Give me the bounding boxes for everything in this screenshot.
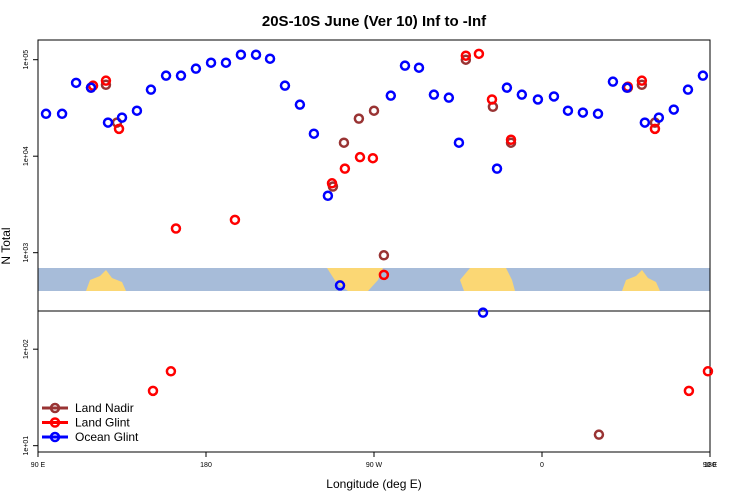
data-point (294, 99, 306, 110)
data-point (668, 104, 680, 115)
data-point (639, 117, 651, 128)
legend-marker (49, 431, 61, 443)
data-point (40, 108, 52, 120)
data-point (160, 70, 172, 81)
data-point (170, 223, 182, 234)
data-point (339, 163, 351, 174)
legend-marker (49, 402, 61, 414)
data-point (131, 105, 143, 116)
data-point (85, 82, 97, 93)
y-tick-label: 1e+05 (23, 50, 30, 70)
data-point (577, 107, 589, 118)
data-point (145, 84, 157, 95)
data-point (636, 79, 648, 91)
data-point (334, 280, 346, 291)
x-tick-label: 90 E (31, 462, 46, 469)
chart-title: 20S-10S June (Ver 10) Inf to -Inf (262, 13, 487, 30)
data-point (607, 76, 619, 87)
data-point (548, 91, 560, 102)
data-point (116, 112, 128, 123)
data-point (102, 117, 114, 128)
data-point (682, 84, 694, 95)
data-point (235, 49, 247, 60)
x-axis-label: Longitude (deg E) (326, 477, 421, 491)
data-point (367, 152, 379, 164)
data-point (279, 80, 291, 91)
x-tick-label: 0 (540, 462, 544, 469)
x-tick-label: 90 W (366, 462, 383, 469)
data-point (175, 70, 187, 81)
legend-label: Ocean Glint (75, 430, 139, 444)
data-point (443, 92, 455, 103)
data-point (220, 57, 232, 68)
land-australia-2 (622, 270, 660, 291)
data-point (385, 90, 397, 101)
data-point (532, 94, 544, 105)
data-point (368, 105, 380, 116)
data-point (308, 128, 320, 139)
y-tick-label: 1e+01 (23, 436, 30, 456)
data-point (460, 54, 472, 65)
y-tick-label: 1e+04 (23, 146, 30, 166)
data-point (205, 57, 217, 68)
x-tick-label: 180 (704, 462, 716, 469)
data-point (250, 49, 262, 60)
y-tick-label: 1e+03 (23, 243, 30, 263)
data-point (621, 82, 633, 93)
legend-label: Land Nadir (75, 401, 134, 415)
data-point (264, 53, 276, 64)
data-point (87, 80, 99, 91)
y-tick-label: 1e+02 (23, 339, 30, 359)
data-point (516, 89, 528, 100)
data-point (592, 108, 604, 120)
data-point (683, 385, 695, 397)
data-point (501, 82, 513, 93)
data-point (491, 163, 503, 174)
data-point (229, 214, 241, 226)
data-point (486, 94, 498, 105)
data-point (378, 250, 390, 261)
data-point (353, 113, 365, 124)
data-point (562, 105, 574, 116)
data-point (697, 70, 709, 81)
data-point (338, 137, 350, 148)
legend-label: Land Glint (75, 416, 130, 430)
data-point (113, 123, 125, 135)
map-strip (38, 268, 710, 291)
data-point (147, 385, 159, 397)
data-point (649, 123, 661, 135)
data-point (593, 429, 605, 440)
data-point (56, 108, 68, 120)
data-point (322, 190, 334, 202)
land-australia (86, 270, 126, 291)
data-point (354, 151, 366, 163)
x-tick-label: 180 (200, 462, 212, 469)
data-point (653, 112, 665, 123)
data-point (702, 366, 714, 377)
land-south-america (327, 268, 383, 291)
data-point (190, 63, 202, 74)
data-point (460, 50, 472, 61)
data-point (413, 62, 425, 73)
data-point (453, 137, 465, 148)
x-tick-label: 90 E (703, 462, 718, 469)
data-point (428, 89, 440, 100)
data-point (165, 366, 177, 377)
data-point (636, 75, 648, 86)
y-axis-label: N Total (0, 227, 13, 264)
land-africa (460, 268, 515, 291)
plot-frame (37, 39, 711, 453)
data-point (399, 60, 411, 71)
data-point (326, 178, 338, 189)
data-point (378, 269, 390, 281)
data-point (100, 75, 112, 86)
legend-marker (49, 417, 61, 428)
data-point (473, 48, 485, 60)
data-point (505, 134, 517, 146)
data-point (100, 79, 112, 91)
data-point (70, 77, 82, 89)
data-point (477, 307, 489, 318)
